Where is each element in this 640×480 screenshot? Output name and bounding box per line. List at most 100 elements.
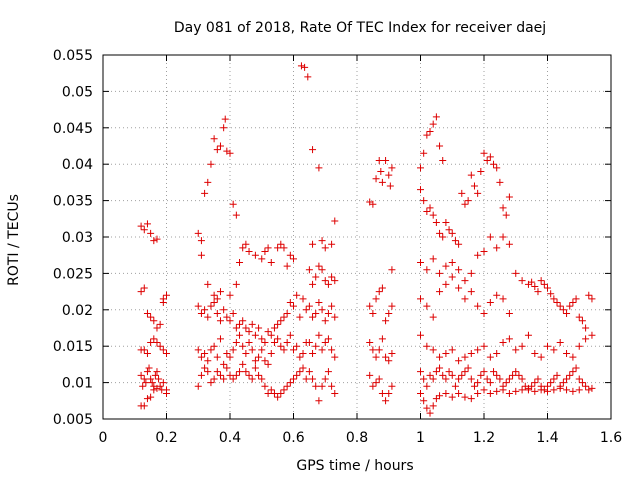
data-point [575,386,583,394]
data-point [417,186,424,194]
data-point [455,357,463,365]
data-point [299,295,307,303]
data-point [226,291,234,299]
data-point [423,131,431,139]
data-point [496,178,504,186]
data-point [429,402,437,410]
data-point [283,382,291,390]
data-point [518,342,526,350]
data-point [417,390,424,398]
data-point [201,349,209,357]
data-point [467,269,475,277]
data-point [429,375,437,383]
data-point [159,379,167,387]
data-point [569,368,577,376]
data-point [301,63,309,71]
data-point [315,397,323,405]
data-point [429,313,437,321]
data-point [563,375,571,383]
data-point [556,339,564,347]
data-point [480,342,488,350]
x-tick-label: 0.8 [346,430,368,446]
data-point [239,360,247,368]
data-point [143,395,151,403]
data-point [439,371,447,379]
x-tick-label: 1 [416,430,425,446]
data-point [547,290,555,298]
data-point [582,382,590,390]
data-point [305,302,313,310]
data-point [280,313,288,321]
data-point [477,371,485,379]
data-point [137,288,145,296]
data-point [236,258,244,266]
y-tick-label: 0.055 [53,48,93,64]
data-point [464,197,472,205]
data-point [445,226,453,234]
data-point [518,386,526,394]
data-point [286,299,294,307]
data-point [328,273,336,281]
data-point [537,277,545,285]
data-point [210,291,218,299]
data-point [420,397,428,405]
data-point [143,368,151,376]
data-point [210,299,218,307]
data-point [143,309,151,317]
data-point [312,382,320,390]
data-point [297,62,305,70]
data-point [226,371,234,379]
data-point [197,371,205,379]
data-point [140,402,148,410]
data-point [229,346,237,354]
data-point [377,167,385,175]
data-point [496,375,504,383]
data-point [448,229,456,237]
data-point [451,237,459,245]
data-point [258,375,266,383]
data-point [486,379,494,387]
data-point [486,353,494,361]
data-point [417,295,424,303]
data-point [147,375,155,383]
data-point [286,251,294,259]
data-point [490,368,498,376]
data-point [588,384,596,392]
data-point [375,157,383,165]
data-point [140,346,148,354]
data-point [261,248,269,256]
data-point [553,299,561,307]
data-point [236,368,244,376]
data-point [213,368,221,376]
data-point [220,306,228,314]
data-point [429,346,437,354]
data-point [436,229,444,237]
data-point [251,251,259,259]
y-tick-labels: 0.005 0.01 0.015 0.02 0.025 0.03 0.035 0.04 0.04… [53,48,93,428]
data-point [420,149,428,157]
data-point [331,313,339,321]
data-point [458,371,466,379]
data-point [480,149,488,157]
x-axis-title: GPS time / hours [296,458,413,474]
data-point [559,379,567,387]
data-point [232,211,240,219]
data-point [204,313,212,321]
data-point [386,182,394,190]
data-point [318,346,326,354]
data-point [569,299,577,307]
data-point [442,262,450,270]
data-point [140,226,148,234]
data-point [267,258,275,266]
data-point [429,211,437,219]
data-point [220,375,228,383]
data-point [474,251,482,259]
data-point [318,237,326,245]
data-point [251,357,259,365]
data-point [137,222,145,230]
data-point [226,353,234,361]
data-point [442,218,450,226]
data-point [296,368,304,376]
data-point [550,386,558,394]
data-point [417,368,424,376]
